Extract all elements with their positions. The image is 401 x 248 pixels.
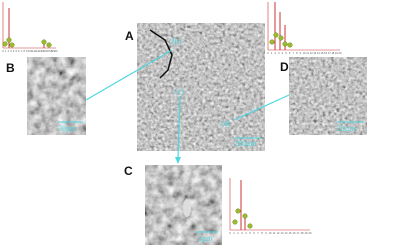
x-tick-label: 19 (305, 231, 308, 235)
sem-image-a (137, 23, 265, 151)
x-tick-label: 18 (49, 49, 52, 53)
x-tick-label: 14 (39, 49, 42, 53)
x-tick-label: 0 (267, 51, 269, 55)
x-tick-label: 1 (5, 49, 7, 53)
scale-bar-label: 3μm (198, 234, 213, 243)
x-tick-label: 4 (245, 231, 247, 235)
x-tick-label: 18 (331, 51, 334, 55)
x-tick-label: 11 (273, 231, 276, 235)
spectrum (267, 2, 340, 51)
x-tick-label: 11 (31, 49, 34, 53)
x-tick-label: 19 (335, 51, 338, 55)
x-tick-label: 3 (278, 51, 280, 55)
x-tick-label: 5 (249, 231, 251, 235)
connector-d (233, 94, 290, 121)
marker-label: (b) (172, 37, 182, 46)
x-tick-label: 2 (8, 49, 10, 53)
marker-label: (d) (221, 119, 231, 128)
x-tick-label: 2 (274, 51, 276, 55)
connector-c (177, 95, 181, 159)
x-tick-label: 8 (296, 51, 298, 55)
x-tick-label: 20 (339, 51, 342, 55)
x-tick-label: 5 (16, 49, 18, 53)
x-tick-label: 13 (281, 231, 284, 235)
particle (183, 199, 191, 217)
x-tick-label: 7 (292, 51, 294, 55)
x-tick-label: 13 (36, 49, 39, 53)
x-tick-label: 14 (285, 231, 288, 235)
x-tick-label: 6 (18, 49, 20, 53)
x-tick-label: 9 (26, 49, 28, 53)
x-tick-label: 6 (289, 51, 291, 55)
panel-label: A (125, 29, 134, 43)
panel-label: B (6, 61, 15, 75)
x-tick-label: 2 (237, 231, 239, 235)
x-tick-label: 12 (33, 49, 36, 53)
x-tick-label: 20 (55, 49, 58, 53)
x-tick-label: 10 (28, 49, 31, 53)
x-tick-label: 4 (282, 51, 284, 55)
x-tick-label: 14 (317, 51, 320, 55)
x-tick-label: 0 (229, 231, 231, 235)
sem-image-b (27, 57, 86, 135)
x-tick-label: 10 (269, 231, 272, 235)
marker-label: (c) (175, 87, 184, 96)
x-tick-label: 3 (241, 231, 243, 235)
x-tick-label: 9 (300, 51, 302, 55)
x-tick-label: 16 (324, 51, 327, 55)
x-tick-label: 17 (297, 231, 300, 235)
x-tick-label: 18 (301, 231, 304, 235)
x-tick-label: 7 (257, 231, 259, 235)
x-tick-label: 11 (306, 51, 309, 55)
x-tick-label: 12 (310, 51, 313, 55)
x-tick-label: 16 (293, 231, 296, 235)
x-tick-label: 8 (261, 231, 263, 235)
x-tick-label: 1 (271, 51, 273, 55)
scale-bar-label: 30μm (58, 124, 77, 133)
x-tick-label: 3 (10, 49, 12, 53)
x-tick-label: 17 (328, 51, 331, 55)
x-tick-label: 13 (313, 51, 316, 55)
scale-bar-label: 200μm (234, 139, 257, 148)
arrow-c (175, 157, 181, 164)
x-tick-label: 17 (47, 49, 50, 53)
x-tick-label: 20 (309, 231, 312, 235)
spectrum (229, 178, 310, 231)
x-tick-label: 15 (41, 49, 44, 53)
x-tick-label: 16 (44, 49, 47, 53)
x-tick-label: 15 (321, 51, 324, 55)
x-tick-label: 0 (2, 49, 4, 53)
x-tick-label: 19 (52, 49, 55, 53)
x-tick-label: 5 (285, 51, 287, 55)
scale-bar-label: 20μm (337, 124, 356, 133)
panel-label: C (124, 164, 133, 178)
panel-label: D (280, 60, 289, 74)
connector-b (85, 49, 173, 101)
x-tick-label: 4 (13, 49, 15, 53)
spectrum (2, 2, 56, 49)
x-tick-label: 10 (303, 51, 306, 55)
x-tick-label: 12 (277, 231, 280, 235)
x-tick-label: 15 (289, 231, 292, 235)
x-tick-label: 1 (233, 231, 235, 235)
x-tick-label: 9 (265, 231, 267, 235)
x-tick-label: 6 (253, 231, 255, 235)
x-tick-label: 8 (23, 49, 25, 53)
x-tick-label: 7 (21, 49, 23, 53)
crack (149, 29, 173, 79)
